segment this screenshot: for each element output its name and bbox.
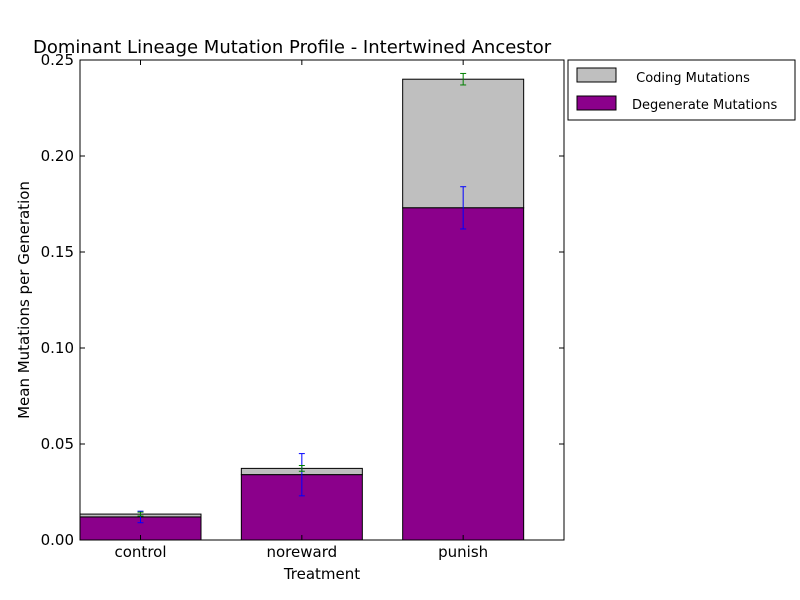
x-tick-label-noreward: noreward xyxy=(267,543,338,561)
x-axis: control noreward punish xyxy=(115,60,488,561)
y-tick-label-0.25: 0.25 xyxy=(41,51,74,69)
y-axis-title: Mean Mutations per Generation xyxy=(15,181,33,419)
y-tick-label-0.00: 0.00 xyxy=(41,531,74,549)
y-axis: 0.00 0.05 0.10 0.15 0.20 0.25 xyxy=(41,51,564,549)
error-bar-coding-punish xyxy=(460,72,467,86)
legend-swatch-degenerate xyxy=(576,95,617,111)
bar-degenerate-punish xyxy=(402,207,525,541)
legend-label-degenerate: Degenerate Mutations xyxy=(632,98,777,113)
x-axis-title: Treatment xyxy=(283,565,360,583)
chart-title: Dominant Lineage Mutation Profile - Inte… xyxy=(33,37,552,58)
y-tick-label-0.10: 0.10 xyxy=(41,339,74,357)
legend-swatch-coding xyxy=(576,67,617,83)
legend-label-coding: Coding Mutations xyxy=(632,71,750,86)
x-tick-label-control: control xyxy=(115,543,167,561)
plot-area-frame xyxy=(79,59,565,541)
error-bar-degenerate-punish xyxy=(460,186,467,230)
legend: Coding Mutations Degenerate Mutations xyxy=(567,59,796,121)
error-bar-coding-noreward xyxy=(298,465,305,472)
y-tick-label-0.05: 0.05 xyxy=(41,435,74,453)
y-tick-label-0.15: 0.15 xyxy=(41,243,74,261)
error-bar-degenerate-noreward xyxy=(298,453,305,497)
error-bar-coding-control xyxy=(137,511,144,517)
y-tick-label-0.20: 0.20 xyxy=(41,147,74,165)
x-tick-label-punish: punish xyxy=(438,543,488,561)
error-bars-layer xyxy=(137,72,467,524)
